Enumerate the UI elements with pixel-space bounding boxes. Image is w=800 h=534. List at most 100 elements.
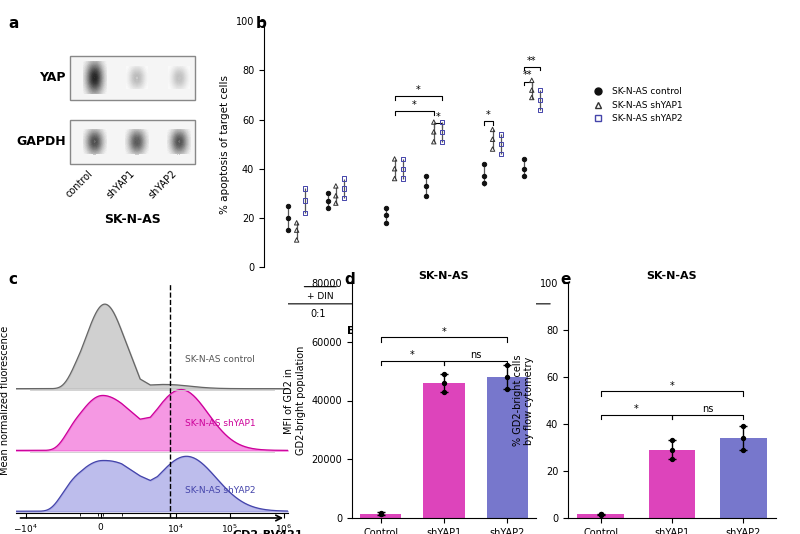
Point xyxy=(534,96,546,104)
Text: *: * xyxy=(412,100,417,110)
Point xyxy=(427,128,440,136)
Y-axis label: MFI of GD2 in
GD2-bright population: MFI of GD2 in GD2-bright population xyxy=(284,346,306,455)
Point xyxy=(298,209,311,217)
Bar xyxy=(649,450,695,518)
Text: *: * xyxy=(435,112,440,122)
Y-axis label: Mean normalized fluorescence: Mean normalized fluorescence xyxy=(1,326,10,475)
Point xyxy=(396,155,409,163)
Point xyxy=(666,436,678,445)
Point xyxy=(438,379,450,387)
Point xyxy=(282,226,295,234)
Point xyxy=(478,172,491,180)
Point xyxy=(380,218,393,227)
Point xyxy=(594,511,607,520)
Text: c: c xyxy=(8,272,17,287)
Point xyxy=(737,434,750,442)
Text: *: * xyxy=(670,381,674,391)
Bar xyxy=(360,514,402,518)
Bar xyxy=(486,377,528,518)
Point xyxy=(517,155,530,163)
Text: *: * xyxy=(410,350,415,360)
Point xyxy=(666,455,678,464)
Point xyxy=(330,192,342,200)
Point xyxy=(534,86,546,95)
Point xyxy=(374,510,387,519)
Point xyxy=(435,128,448,136)
Point xyxy=(435,118,448,127)
Point xyxy=(419,172,432,180)
Title: SK-N-AS: SK-N-AS xyxy=(418,271,470,281)
Point xyxy=(322,204,334,213)
Text: **: ** xyxy=(523,70,533,80)
Point xyxy=(526,76,538,84)
Point xyxy=(388,155,401,163)
Point xyxy=(298,184,311,193)
Title: SK-N-AS: SK-N-AS xyxy=(646,271,698,281)
Point xyxy=(494,150,507,158)
Legend: SK-N-AS control, SK-N-AS shYAP1, SK-N-AS shYAP2: SK-N-AS control, SK-N-AS shYAP1, SK-N-AS… xyxy=(592,87,683,123)
Text: SK-N-AS shYAP1: SK-N-AS shYAP1 xyxy=(185,419,256,428)
Text: *: * xyxy=(634,404,638,414)
Text: *: * xyxy=(442,327,446,337)
Point xyxy=(388,174,401,183)
Bar xyxy=(70,120,194,164)
Point xyxy=(427,137,440,146)
Text: control: control xyxy=(64,169,94,200)
Point xyxy=(388,164,401,173)
Point xyxy=(290,226,303,234)
Point xyxy=(526,93,538,102)
Point xyxy=(282,214,295,222)
Text: GD2-BV421: GD2-BV421 xyxy=(232,530,302,534)
Text: e: e xyxy=(560,272,570,287)
Point xyxy=(486,145,499,153)
Text: **: ** xyxy=(527,56,537,66)
Point xyxy=(298,197,311,205)
Point xyxy=(486,125,499,134)
Text: + DIN: + DIN xyxy=(502,292,530,301)
Text: a: a xyxy=(8,16,18,31)
Text: 5:1: 5:1 xyxy=(506,309,522,319)
Text: b: b xyxy=(256,16,267,31)
Point xyxy=(517,164,530,173)
Point xyxy=(494,130,507,139)
Bar xyxy=(423,383,465,518)
Point xyxy=(396,174,409,183)
Point xyxy=(666,445,678,454)
Bar xyxy=(70,56,194,100)
Point xyxy=(419,192,432,200)
Text: YAP: YAP xyxy=(39,72,66,84)
Point xyxy=(322,197,334,205)
Point xyxy=(338,174,350,183)
Point xyxy=(438,388,450,396)
Point xyxy=(478,179,491,188)
Point xyxy=(396,164,409,173)
Text: d: d xyxy=(344,272,354,287)
Point xyxy=(427,118,440,127)
Point xyxy=(380,211,393,219)
Point xyxy=(594,510,607,519)
Text: *: * xyxy=(416,85,421,95)
Bar xyxy=(720,438,766,518)
Point xyxy=(380,204,393,213)
Point xyxy=(494,140,507,148)
Text: ns: ns xyxy=(470,350,482,360)
Point xyxy=(282,201,295,210)
Text: 0:1: 0:1 xyxy=(310,309,326,319)
Text: Effector: Target Ratio: Effector: Target Ratio xyxy=(346,326,482,336)
Point xyxy=(438,370,450,378)
Point xyxy=(737,445,750,454)
Point xyxy=(435,137,448,146)
Point xyxy=(374,509,387,518)
Text: SK-N-AS control: SK-N-AS control xyxy=(185,355,255,364)
Point xyxy=(501,373,514,381)
Bar xyxy=(578,514,624,518)
Text: ns: ns xyxy=(702,404,714,414)
Y-axis label: % apoptosis of target cells: % apoptosis of target cells xyxy=(220,75,230,214)
Point xyxy=(290,218,303,227)
Point xyxy=(594,509,607,518)
Point xyxy=(526,86,538,95)
Text: SK-N-AS shYAP2: SK-N-AS shYAP2 xyxy=(185,485,256,494)
Point xyxy=(330,199,342,207)
Point xyxy=(374,508,387,517)
Point xyxy=(517,172,530,180)
